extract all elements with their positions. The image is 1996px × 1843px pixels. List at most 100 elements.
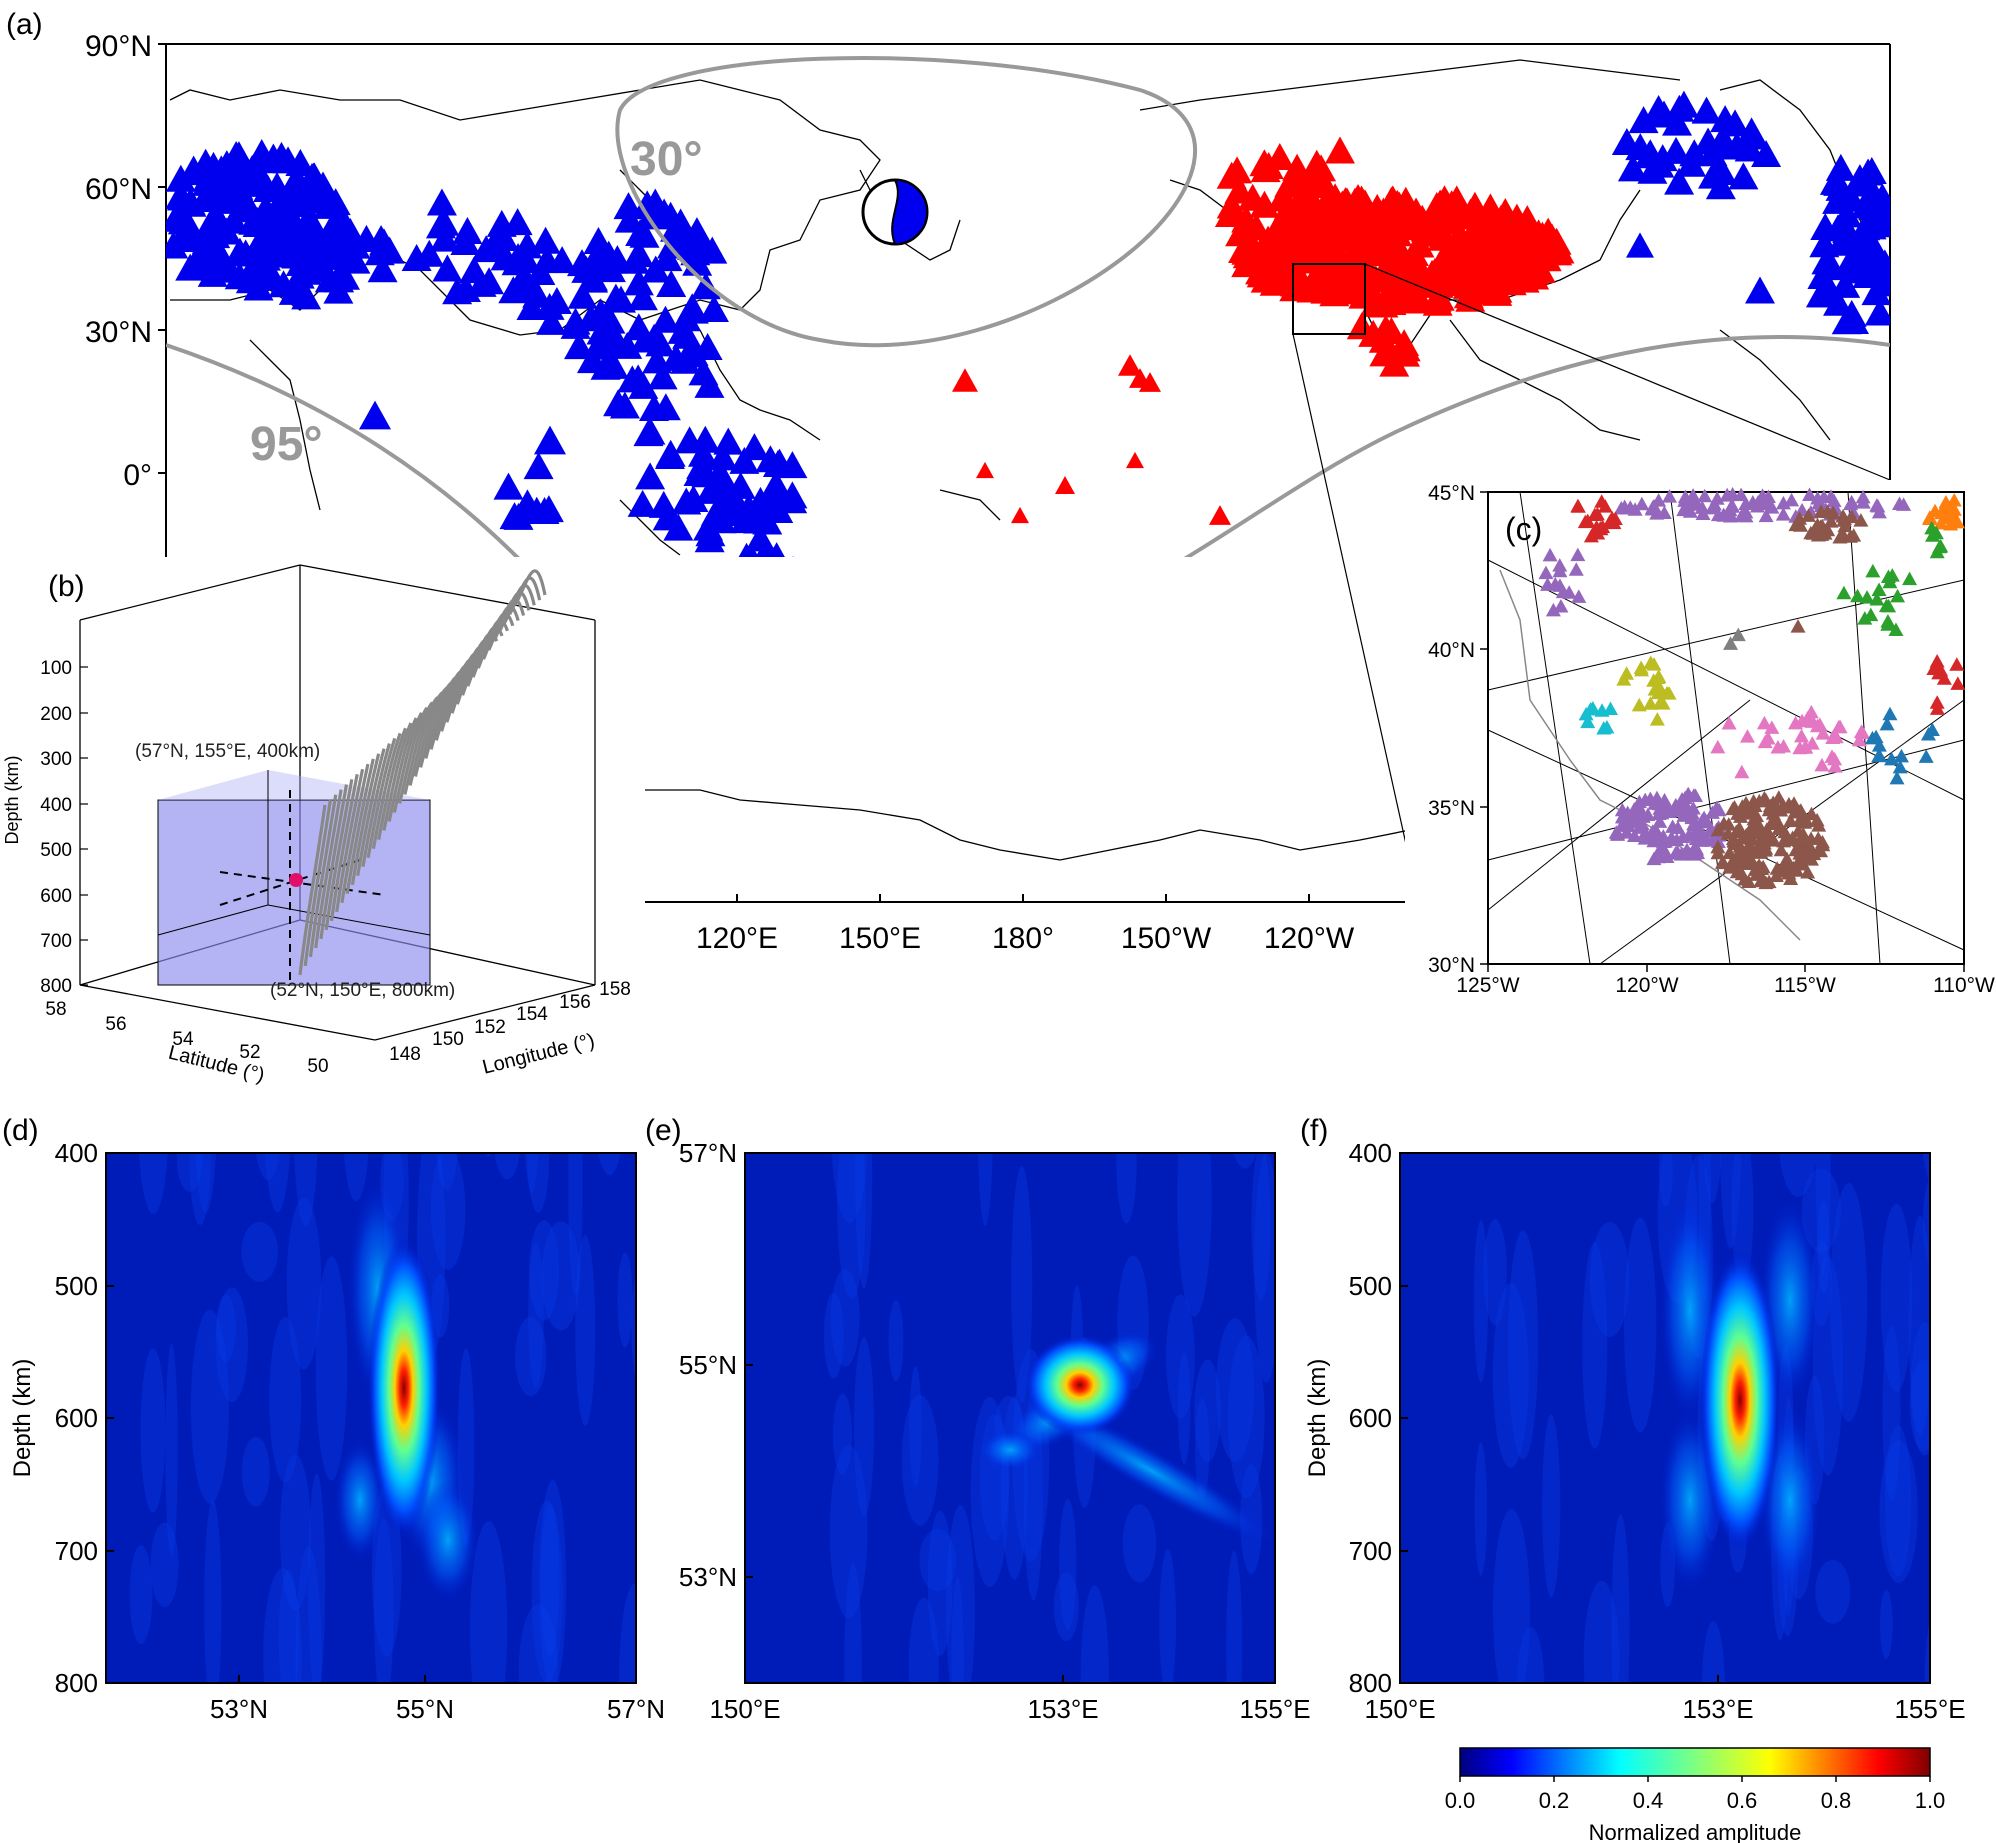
background-streak xyxy=(1080,1585,1109,1683)
station-triangle xyxy=(691,460,722,488)
station-triangle xyxy=(1847,231,1878,259)
subarray-station xyxy=(1929,695,1945,709)
station-triangle xyxy=(1011,506,1029,524)
background-streak xyxy=(927,1510,953,1656)
stations-east xyxy=(952,136,1575,557)
background-streak xyxy=(1254,1153,1275,1384)
subarray-station xyxy=(1570,547,1586,562)
subarray-station xyxy=(1734,508,1750,523)
lon-tick-label: 120°W xyxy=(1264,922,1355,955)
panel-label-d: (d) xyxy=(2,1114,39,1147)
colorbar-ticks: 0.0 0.2 0.4 0.6 0.8 1.0 xyxy=(1445,1776,1945,1813)
depth-tick-label: 700 xyxy=(40,931,72,952)
background-streak xyxy=(1910,1321,1930,1456)
subarray-station xyxy=(1651,493,1667,507)
depth-tick-label: 100 xyxy=(40,658,72,679)
station-triangle xyxy=(1869,198,1890,226)
station-triangle xyxy=(503,243,534,271)
subarray-station xyxy=(1865,563,1881,578)
station-triangle xyxy=(1510,213,1541,241)
latitude-tick-label: 56 xyxy=(105,1014,126,1035)
station-triangle xyxy=(1864,298,1890,326)
subarray-station xyxy=(1902,571,1918,586)
station-triangle xyxy=(1074,556,1076,557)
background-streak xyxy=(1583,1580,1620,1683)
panel-c: (c) 45°N40°N35°N30°N 125°W 120°W 115°W 110°… xyxy=(1405,480,1995,997)
subarray-station xyxy=(1677,499,1693,514)
background-streak xyxy=(540,1503,560,1657)
subarray-station xyxy=(1677,806,1693,821)
subarray-station xyxy=(1850,588,1866,603)
x-tick-label: 55°N xyxy=(396,1694,454,1724)
subarray-station xyxy=(1855,495,1871,509)
background-streak xyxy=(539,1480,567,1683)
background-streak xyxy=(631,1272,636,1380)
station-triangle xyxy=(690,425,721,453)
subarray-station xyxy=(1785,830,1801,844)
background-streak xyxy=(241,1436,270,1507)
subarray-station xyxy=(1677,790,1693,805)
station-triangle xyxy=(1449,250,1480,278)
station-triangle xyxy=(1728,162,1759,190)
background-streak xyxy=(394,1153,401,1156)
background-streak xyxy=(1931,1445,1970,1587)
background-streak xyxy=(1815,1153,1831,1275)
subarray-station xyxy=(1788,517,1804,532)
depth-tick-label: 600 xyxy=(40,886,72,907)
station-triangle xyxy=(702,476,733,504)
subarray-station xyxy=(1813,519,1829,533)
subarray-station xyxy=(1617,499,1633,514)
background-streak xyxy=(1611,1513,1630,1683)
station-triangle xyxy=(1347,217,1378,245)
subarray-station xyxy=(1610,827,1626,841)
y-tick-label: 400 xyxy=(55,1138,98,1168)
background-streak xyxy=(1177,1153,1212,1317)
subarray-station xyxy=(1928,661,1944,675)
subarray-station xyxy=(1744,819,1760,833)
longitude-tick-label: 158 xyxy=(599,979,631,1000)
station-triangle xyxy=(627,283,658,311)
slab-contour-line xyxy=(350,753,381,886)
station-triangle xyxy=(1732,131,1763,159)
subarray-station xyxy=(1669,844,1685,859)
subarray-station xyxy=(1892,759,1908,774)
panel-d: (d) 53°N 55°N 57°N 400 500 600 700 800 Depth (k… xyxy=(2,1114,669,1724)
subarray-station xyxy=(1871,738,1887,752)
background-streak xyxy=(643,1153,669,1302)
station-triangle xyxy=(1710,105,1741,133)
subarray-station xyxy=(1794,502,1810,517)
background-streak xyxy=(1177,1352,1191,1465)
station-triangle xyxy=(525,257,556,285)
station-triangle xyxy=(1222,156,1253,184)
panel-label-f: (f) xyxy=(1300,1114,1328,1147)
station-triangle xyxy=(1402,211,1433,239)
inset-lon-tick-label: 110°W xyxy=(1933,974,1995,997)
station-triangle xyxy=(1530,229,1561,257)
y-tick-label: 400 xyxy=(1349,1138,1392,1168)
background-streak xyxy=(295,1546,322,1683)
background-streak xyxy=(830,1269,860,1367)
station-triangle xyxy=(713,427,744,455)
background-streak xyxy=(541,1221,581,1331)
station-triangle xyxy=(1643,94,1674,122)
station-triangle xyxy=(1617,154,1648,182)
station-triangle xyxy=(718,569,748,596)
station-triangle xyxy=(1440,195,1471,223)
corner-label-top: (57°N, 155°E, 400km) xyxy=(135,741,320,762)
station-triangle xyxy=(1209,505,1231,525)
background-streak xyxy=(1194,1398,1210,1498)
subarray-station xyxy=(1889,770,1905,785)
background-streak xyxy=(1299,1518,1332,1703)
subarray-station xyxy=(1792,812,1808,826)
subarray-station xyxy=(1792,740,1808,755)
lat-tick-label: 90°N xyxy=(85,30,152,63)
subarray-station xyxy=(1711,802,1727,817)
map-lat-ticks: 90°N 60°N 30°N 0° xyxy=(85,30,166,492)
latitude-axis-ticks: 58 56 54 52 50 xyxy=(45,999,328,1077)
station-triangle xyxy=(286,276,317,304)
subarray-station xyxy=(1740,806,1756,820)
background-streak xyxy=(1542,1414,1561,1598)
station-triangle xyxy=(1237,183,1268,211)
subarray-stations xyxy=(1538,486,1966,890)
station-triangle xyxy=(364,238,395,266)
